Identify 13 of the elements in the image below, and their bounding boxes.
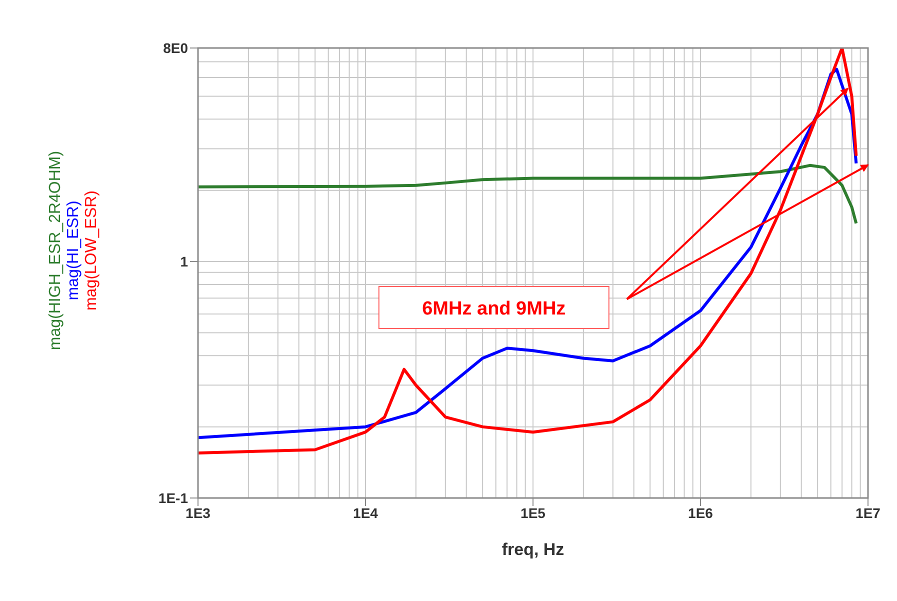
x-tick-label: 1E7	[856, 504, 881, 521]
y-tick-label: 8E0	[163, 40, 188, 56]
text: mag(LOW_ESR)	[83, 190, 100, 311]
annotation: 6MHz and 9MHz	[422, 298, 566, 320]
x-tick-label: 1E5	[520, 504, 546, 521]
x-axis-title: freq, Hz	[502, 540, 564, 559]
x-tick-label: 1E6	[688, 504, 714, 521]
text: mag(HIGH_ESR_2R4OHM)	[47, 150, 64, 350]
y-tick-label: 1E-1	[158, 490, 188, 506]
y-tick-label: 1	[180, 254, 188, 270]
text: mag(HI_ESR)	[65, 200, 82, 300]
x-tick-label: 1E3	[186, 504, 211, 521]
x-tick-label: 1E4	[353, 504, 378, 521]
